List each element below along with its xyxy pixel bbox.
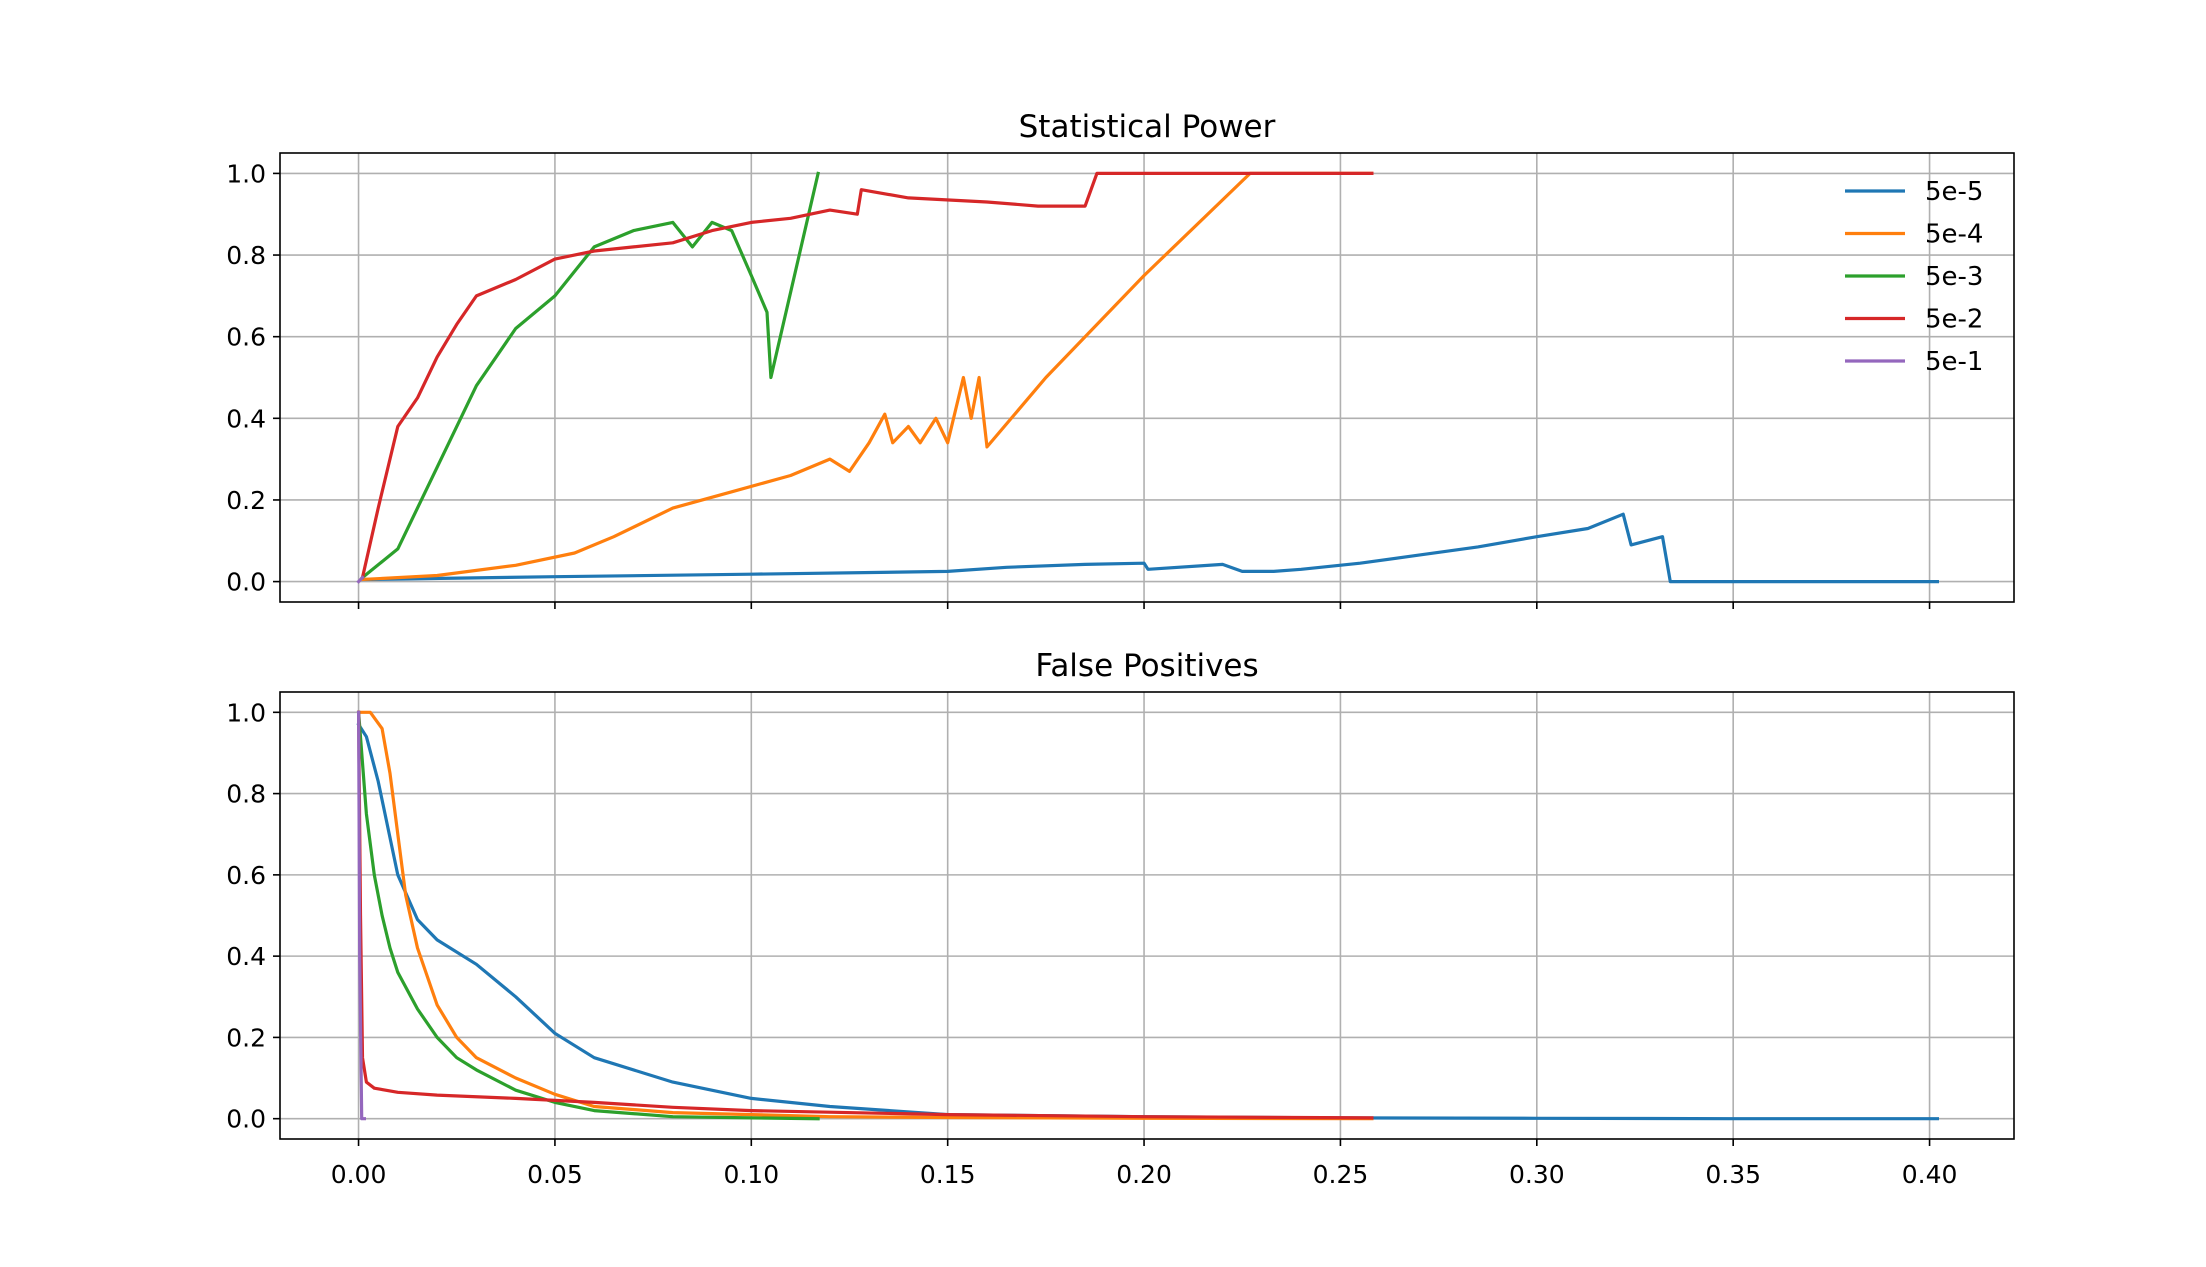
legend-label-5e-2: 5e-2	[1925, 305, 1983, 335]
fp-axes-frame	[279, 691, 2015, 1140]
fp-y-tick-label: 0.0	[226, 1105, 266, 1134]
legend-label-5e-1: 5e-1	[1925, 347, 1983, 377]
legend-label-5e-3: 5e-3	[1925, 262, 1983, 292]
fp-y-tick-label: 1.0	[226, 698, 266, 727]
fp-y-tick-label: 0.2	[226, 1023, 266, 1052]
power-series-line-5e-3	[360, 171, 821, 580]
power-series-line-5e-2	[360, 171, 1374, 580]
legend: 5e-5 5e-4 5e-3 5e-2 5e-1	[1845, 177, 1983, 377]
power-y-tick-label: 0.2	[226, 486, 266, 515]
power-y-tick-label: 0.8	[226, 241, 266, 270]
fp-chart-title: False Positives	[1035, 648, 1258, 684]
fp-y-tick-label: 0.8	[226, 780, 266, 809]
fp-series-line-5e-1	[356, 710, 366, 1121]
power-series-line-5e-1	[356, 575, 365, 584]
fp-axes: 0.00 0.05 0.10 0.15 0.20 0.25 0.30 0.35 0.40 0.0 0…	[226, 648, 2015, 1189]
power-series-line-5e-5	[360, 512, 1940, 584]
power-y-tick-label: 0.6	[226, 323, 266, 352]
fp-series-line-5e-2	[356, 710, 1374, 1120]
fp-x-tick-label: 0.15	[920, 1160, 976, 1189]
legend-label-5e-4: 5e-4	[1925, 220, 1983, 250]
power-y-tick-label: 0.0	[226, 568, 266, 597]
fp-y-tick-label: 0.6	[226, 861, 266, 890]
fp-x-tick-label: 0.20	[1116, 1160, 1172, 1189]
power-y-tick-label: 0.4	[226, 404, 266, 433]
fp-x-tick-label: 0.25	[1313, 1160, 1369, 1189]
power-series-line-5e-4	[360, 171, 1374, 582]
legend-label-5e-5: 5e-5	[1925, 177, 1983, 207]
power-axes-frame	[279, 152, 2015, 603]
power-y-tick-label: 1.0	[226, 159, 266, 188]
fp-series-line-5e-4	[357, 710, 1374, 1121]
fp-x-tick-label: 0.40	[1902, 1160, 1958, 1189]
power-chart-title: Statistical Power	[1019, 109, 1276, 145]
fp-series-line-5e-3	[356, 710, 820, 1121]
fp-x-tick-label: 0.35	[1705, 1160, 1761, 1189]
fp-x-tick-label: 0.00	[331, 1160, 387, 1189]
fp-x-tick-label: 0.30	[1509, 1160, 1565, 1189]
fp-x-tick-label: 0.10	[723, 1160, 779, 1189]
fp-x-tick-label: 0.05	[527, 1160, 583, 1189]
fp-y-tick-label: 0.4	[226, 942, 266, 971]
